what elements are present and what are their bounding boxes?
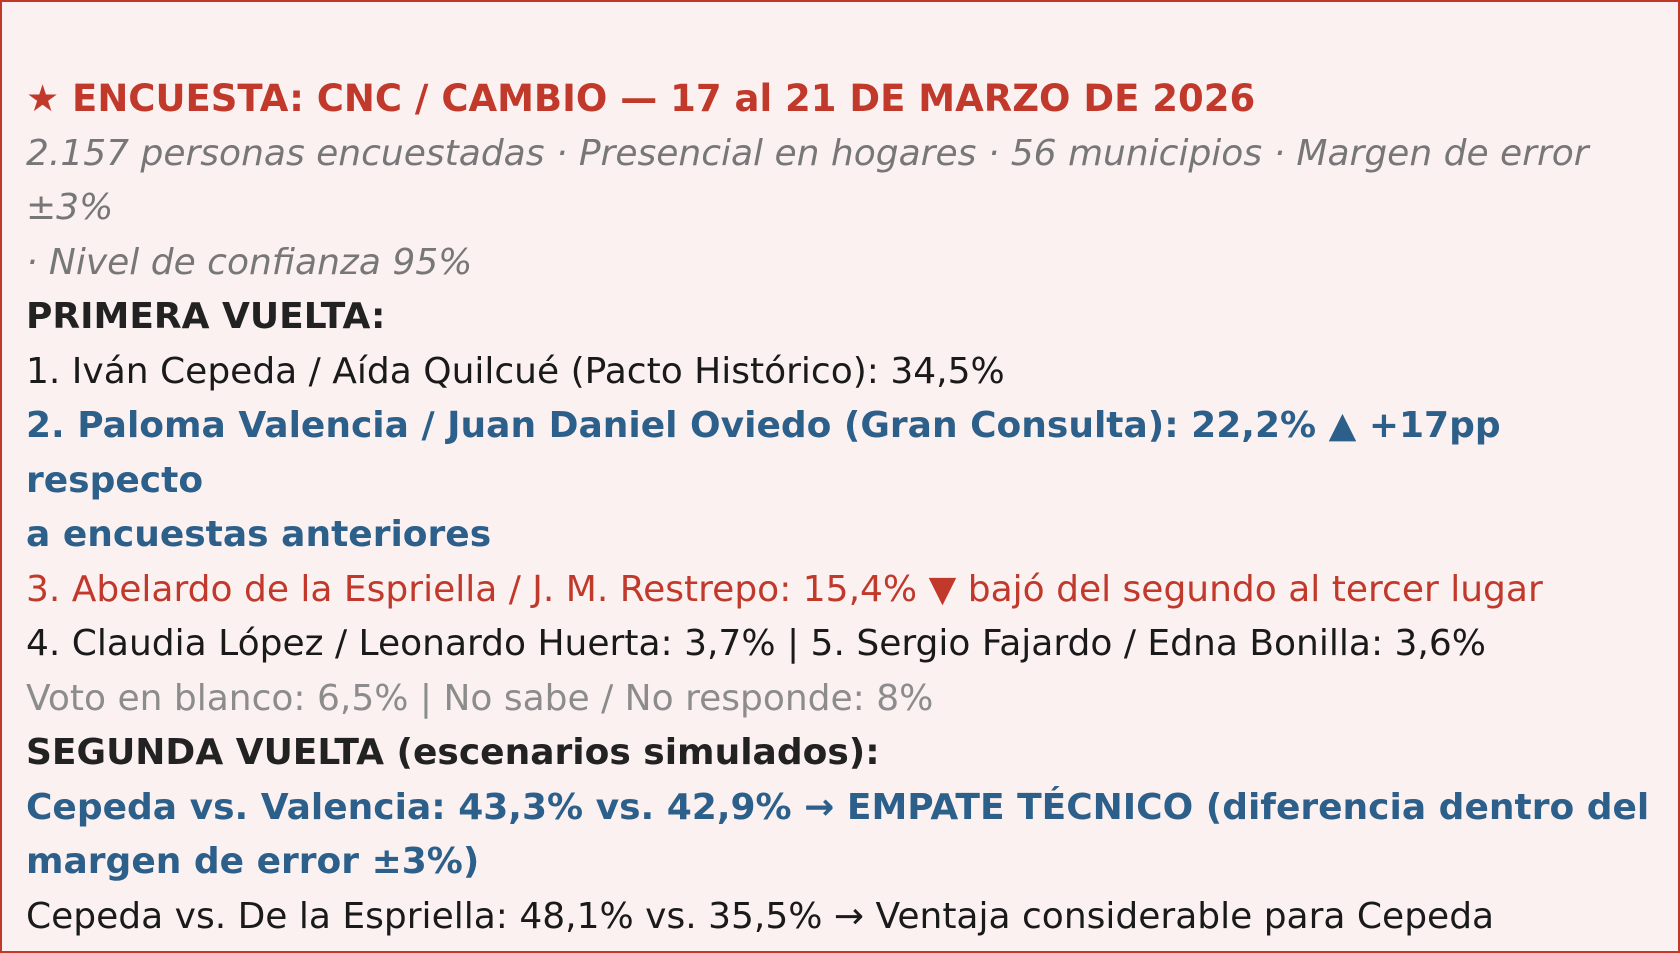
second-round-scenario-1-line-1: Cepeda vs. Valencia: 43,3% vs. 42,9% → E… xyxy=(26,786,1650,828)
second-round-heading: SEGUNDA VUELTA (escenarios simulados): xyxy=(26,732,880,773)
second-round-scenario-1-line-2: margen de error ±3%) xyxy=(26,841,480,882)
first-round-item-1: 1. Iván Cepeda / Aída Quilcué (Pacto His… xyxy=(26,350,1005,392)
first-round-item-2-line-2: a encuestas anteriores xyxy=(26,514,492,555)
poll-title: ★ ENCUESTA: CNC / CAMBIO — 17 al 21 DE M… xyxy=(26,77,1256,120)
poll-methodology-line-2: · Nivel de confianza 95% xyxy=(26,241,473,283)
first-round-other-votes: Voto en blanco: 6,5% | No sabe / No resp… xyxy=(26,677,934,719)
first-round-heading: PRIMERA VUELTA: xyxy=(26,296,386,337)
second-round-scenario-2: Cepeda vs. De la Espriella: 48,1% vs. 35… xyxy=(26,895,1495,937)
first-round-item-3: 3. Abelardo de la Espriella / J. M. Rest… xyxy=(26,568,1543,610)
poll-methodology-line-1: 2.157 personas encuestadas · Presencial … xyxy=(26,132,1589,229)
first-round-items-4-5: 4. Claudia López / Leonardo Huerta: 3,7%… xyxy=(26,623,1486,664)
first-round-item-2-line-1: 2. Paloma Valencia / Juan Daniel Oviedo … xyxy=(26,405,1501,501)
